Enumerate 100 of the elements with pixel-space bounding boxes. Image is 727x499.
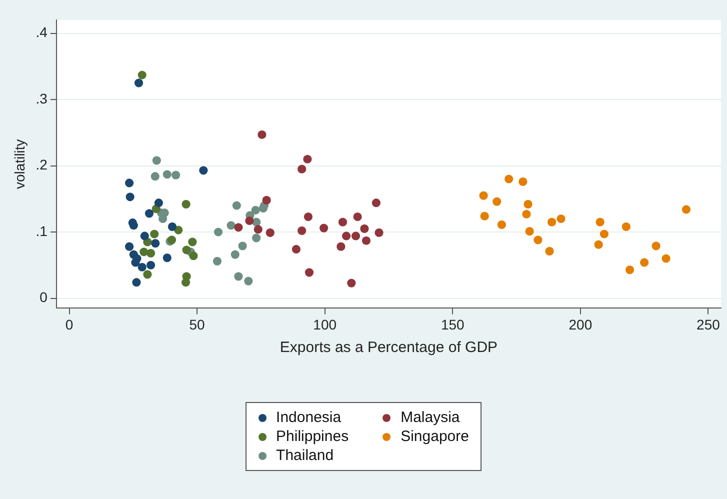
point (548, 218, 556, 226)
point (303, 154, 312, 164)
point (266, 228, 274, 237)
point (151, 238, 160, 248)
point (244, 276, 253, 286)
point (351, 232, 360, 240)
point (353, 212, 362, 222)
point (662, 254, 670, 263)
point (182, 200, 190, 208)
point (199, 166, 208, 175)
legend-label: Philippines (276, 428, 349, 445)
point (189, 252, 198, 260)
point (132, 278, 141, 287)
point (234, 272, 243, 281)
legend-label: Thailand (276, 447, 334, 464)
point (172, 170, 180, 180)
legend-label: Malaysia (400, 409, 460, 426)
point (534, 236, 542, 244)
point (245, 216, 254, 226)
point (234, 223, 243, 232)
point (298, 164, 306, 174)
point (362, 236, 371, 245)
point (625, 265, 634, 274)
point (125, 242, 134, 251)
point (545, 246, 554, 256)
point (258, 130, 266, 139)
point (622, 222, 630, 232)
point (154, 198, 164, 208)
point (524, 200, 532, 208)
point (168, 222, 177, 232)
y-tick-label: .3 (36, 90, 48, 106)
point (144, 209, 154, 218)
point (138, 70, 146, 80)
point (238, 242, 247, 250)
point (262, 196, 271, 205)
y-tick-label: 0 (40, 289, 48, 306)
point (600, 230, 608, 238)
point (188, 238, 197, 246)
legend-label: Indonesia (276, 409, 342, 426)
y-tick-label: .4 (36, 24, 48, 40)
point (374, 228, 384, 237)
point (522, 210, 531, 218)
point (146, 248, 156, 258)
point (143, 270, 152, 279)
point (182, 278, 190, 287)
point (146, 260, 156, 270)
point (504, 174, 514, 184)
point (126, 192, 134, 202)
point (342, 232, 351, 240)
point (336, 242, 346, 251)
point (162, 170, 172, 179)
point (292, 244, 301, 254)
y-tick-label: .1 (36, 222, 48, 239)
point (125, 178, 134, 188)
point (360, 224, 369, 233)
point (497, 220, 506, 230)
point (304, 212, 313, 222)
x-tick-label: 0 (65, 316, 74, 332)
point (347, 278, 356, 288)
point (232, 201, 241, 210)
point (372, 198, 381, 208)
point (226, 221, 236, 230)
point (492, 197, 502, 206)
point (212, 256, 222, 266)
point (338, 218, 348, 226)
x-tick-label: 100 (313, 316, 337, 332)
point (150, 172, 160, 181)
point (652, 242, 660, 250)
point (252, 234, 261, 242)
point (254, 225, 262, 234)
point (140, 248, 148, 256)
point (230, 250, 240, 259)
point (131, 258, 140, 267)
point (640, 258, 649, 267)
x-tick-label: 150 (440, 316, 465, 332)
point (152, 156, 161, 165)
point (596, 218, 604, 226)
point (479, 191, 488, 200)
point (304, 268, 314, 277)
y-axis-title: volatility (11, 139, 28, 189)
point (162, 254, 172, 262)
point (682, 205, 691, 214)
x-tick-label: 250 (696, 316, 720, 332)
x-tick-label: 200 (568, 316, 592, 332)
y-tick-label: .2 (36, 156, 48, 173)
point (480, 212, 489, 220)
point (138, 262, 146, 272)
point (525, 227, 534, 236)
x-tick-label: 50 (189, 316, 206, 332)
x-axis-title: Exports as a Percentage of GDP (280, 339, 498, 356)
point (140, 232, 149, 240)
point (134, 78, 144, 88)
point (129, 221, 138, 230)
point (556, 214, 566, 224)
point (594, 240, 603, 249)
point (320, 224, 328, 232)
legend-label: Singapore (400, 428, 469, 445)
point (150, 230, 159, 238)
point (251, 206, 260, 214)
point (518, 177, 528, 186)
